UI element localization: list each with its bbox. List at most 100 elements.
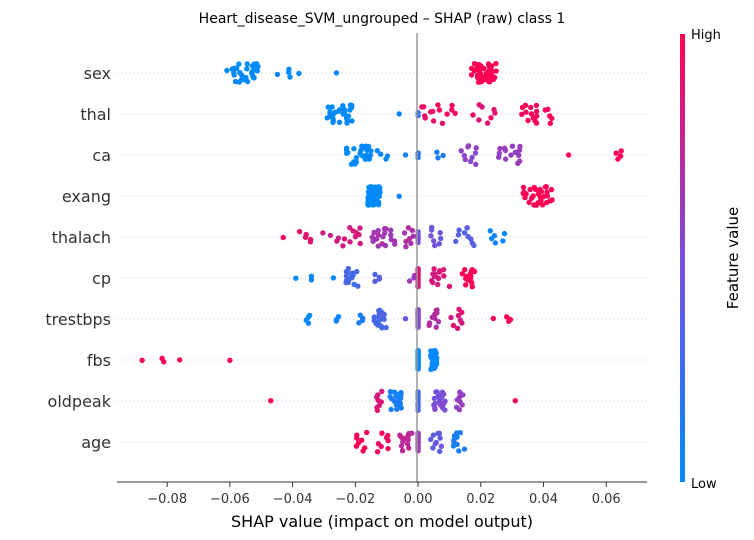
point-oldpeak xyxy=(459,402,465,408)
point-sex xyxy=(244,66,250,72)
point-sex xyxy=(482,74,489,80)
x-axis-label: SHAP value (impact on model output) xyxy=(231,512,533,531)
point-exang xyxy=(377,189,383,195)
point-exang xyxy=(521,189,527,195)
point-thal xyxy=(449,102,455,109)
point-cp xyxy=(415,271,421,277)
point-oldpeak xyxy=(415,407,421,413)
point-thal xyxy=(415,112,421,119)
point-exang xyxy=(533,202,540,208)
point-fbs xyxy=(161,359,167,365)
point-thal xyxy=(479,104,485,110)
point-thalach xyxy=(380,234,386,240)
point-trestbps xyxy=(433,324,439,330)
point-oldpeak xyxy=(432,406,438,412)
point-ca xyxy=(517,143,523,150)
point-thal xyxy=(523,109,529,115)
point-oldpeak xyxy=(440,391,447,397)
feature-label-age: age xyxy=(81,433,111,452)
point-thal xyxy=(344,120,350,126)
point-age xyxy=(456,448,462,454)
point-thalach xyxy=(464,225,470,231)
point-cp xyxy=(430,279,436,286)
feature-label-oldpeak: oldpeak xyxy=(48,392,112,411)
point-ca xyxy=(435,155,441,161)
point-trestbps xyxy=(383,324,389,331)
point-thalach xyxy=(375,232,382,238)
point-exang xyxy=(522,194,528,201)
point-cp xyxy=(431,266,437,272)
point-thal xyxy=(327,105,334,111)
point-oldpeak xyxy=(437,396,443,402)
point-thalach xyxy=(307,239,314,245)
point-thalach xyxy=(438,235,444,242)
point-trestbps xyxy=(459,309,465,316)
point-oldpeak xyxy=(394,406,400,412)
point-trestbps xyxy=(450,322,457,329)
point-ca xyxy=(348,161,355,167)
point-age xyxy=(399,448,406,454)
point-cp xyxy=(463,282,469,288)
point-trestbps xyxy=(490,315,496,322)
point-thal xyxy=(528,111,535,117)
point-ca xyxy=(516,152,522,158)
point-thal xyxy=(525,117,531,124)
point-ca xyxy=(363,156,369,162)
colorbar-high-label: High xyxy=(691,28,721,43)
point-thal xyxy=(349,102,355,109)
point-age xyxy=(406,445,412,451)
point-thal xyxy=(327,110,333,117)
point-sex xyxy=(224,67,230,74)
point-oldpeak xyxy=(396,396,402,402)
point-cp xyxy=(345,265,351,272)
point-thalach xyxy=(410,233,416,239)
point-thalach xyxy=(500,238,506,244)
point-cp xyxy=(372,278,378,284)
point-ca xyxy=(374,148,380,154)
point-age xyxy=(461,446,468,452)
point-ca xyxy=(496,150,502,156)
point-fbs xyxy=(227,357,233,363)
point-exang xyxy=(366,200,372,206)
point-exang xyxy=(542,184,549,190)
point-sex xyxy=(236,79,242,85)
point-trestbps xyxy=(426,322,432,328)
point-thal xyxy=(436,107,443,113)
point-sex xyxy=(475,75,481,81)
point-sex xyxy=(493,60,499,67)
point-exang xyxy=(544,189,550,195)
point-cp xyxy=(376,276,382,282)
feature-label-sex: sex xyxy=(84,64,111,83)
point-oldpeak xyxy=(379,388,385,394)
point-thalach xyxy=(488,235,495,242)
point-oldpeak xyxy=(374,407,381,414)
point-exang xyxy=(537,194,544,201)
point-age xyxy=(353,443,360,449)
point-exang xyxy=(373,195,379,201)
point-fbs xyxy=(415,366,421,372)
point-thalach xyxy=(375,227,381,234)
feature-label-thalach: thalach xyxy=(52,228,111,247)
point-ca xyxy=(383,156,389,162)
point-thal xyxy=(547,120,553,127)
point-trestbps xyxy=(371,314,377,320)
point-age xyxy=(378,443,384,450)
point-age xyxy=(415,439,421,445)
point-ca xyxy=(440,152,446,159)
point-thalach xyxy=(492,240,499,246)
point-thalach xyxy=(382,242,389,249)
point-age xyxy=(400,439,406,445)
point-exang xyxy=(396,193,402,199)
point-age xyxy=(405,437,411,443)
point-thal xyxy=(444,111,450,117)
point-fbs xyxy=(415,350,421,356)
point-age xyxy=(385,445,391,452)
point-age xyxy=(374,449,381,455)
point-exang xyxy=(376,184,382,191)
point-thal xyxy=(435,102,441,108)
point-oldpeak xyxy=(431,402,437,408)
point-age xyxy=(438,443,445,449)
point-thal xyxy=(439,120,446,127)
point-trestbps xyxy=(415,324,421,330)
point-ca xyxy=(515,160,521,166)
